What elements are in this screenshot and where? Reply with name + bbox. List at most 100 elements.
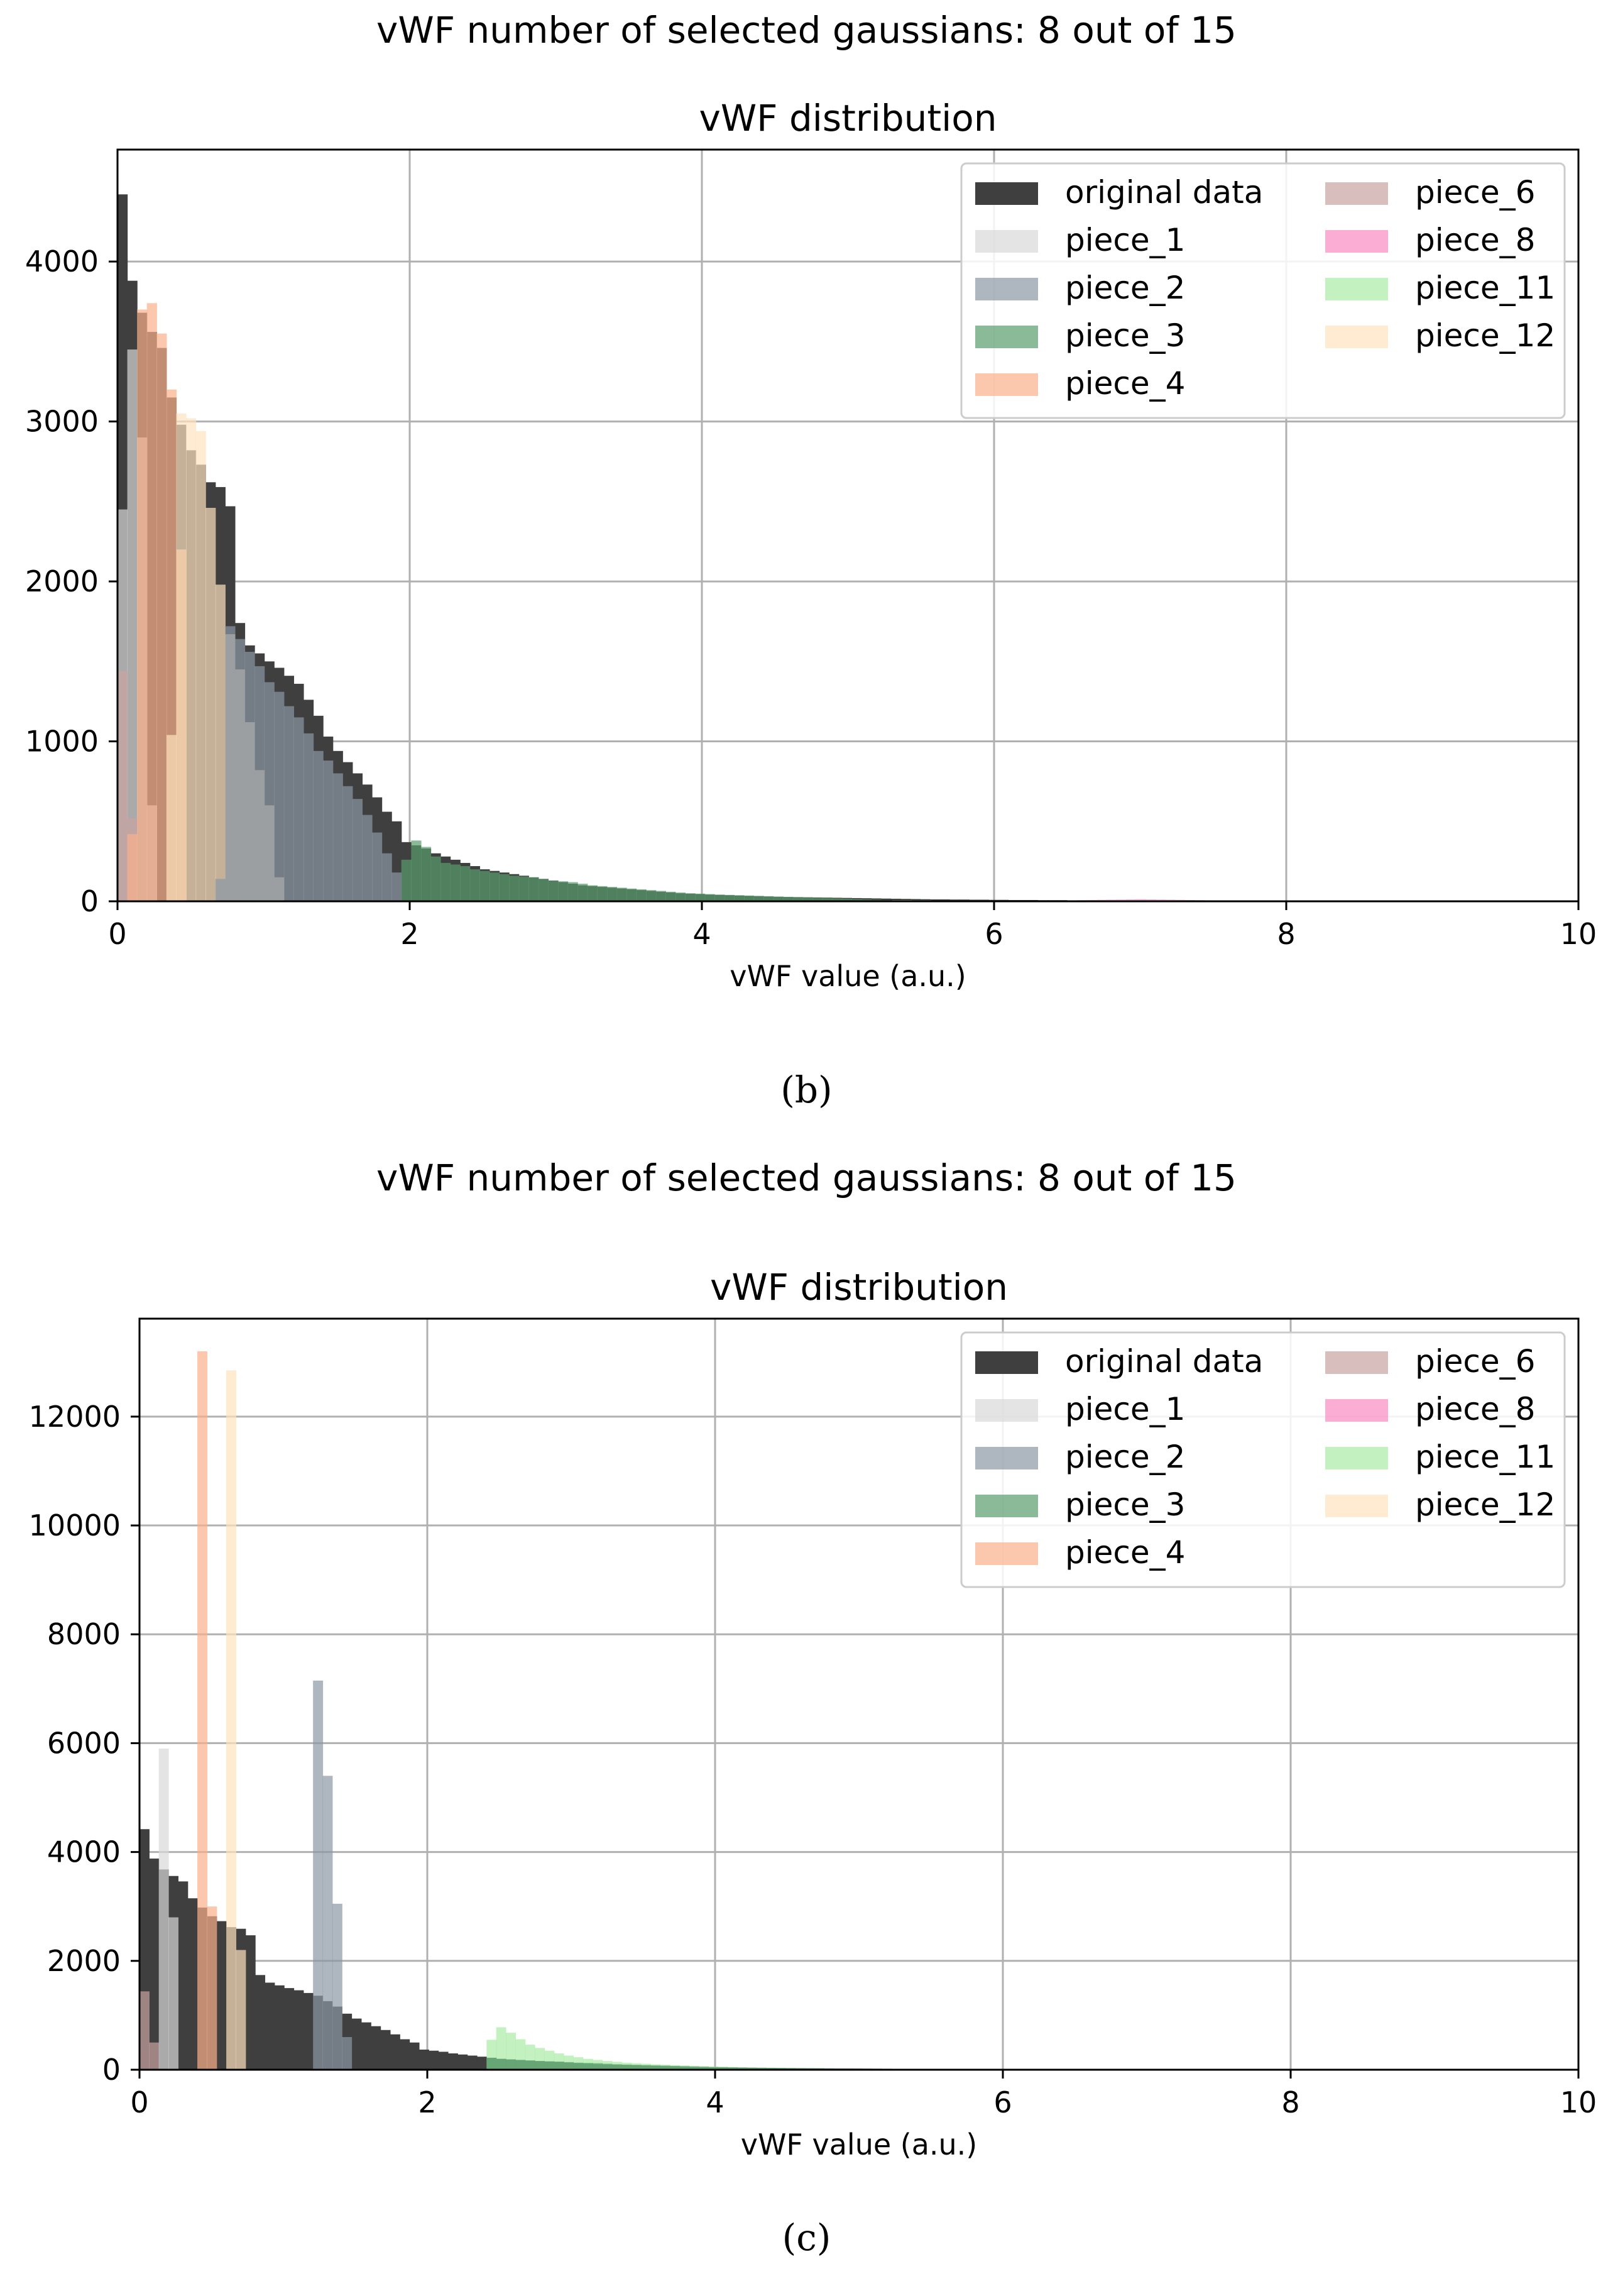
chart-title: vWF distribution [699,97,997,140]
histogram-bar [409,2042,420,2070]
histogram-bar [538,879,549,901]
panel-c-caption: (c) [782,2216,831,2259]
histogram-bar [743,895,755,901]
legend-swatch [1325,326,1388,348]
histogram-bar [496,2058,506,2070]
panel-c-suptitle: vWF number of selected gaussians: 8 out … [376,1156,1237,1199]
histogram-bar [766,2067,777,2070]
histogram-bar [606,887,618,901]
histogram-bar [646,890,657,901]
legend-label: piece_12 [1415,1486,1555,1523]
chart-title: vWF distribution [710,1266,1008,1309]
legend-item-piece-12: piece_12 [1325,317,1555,354]
legend-item-piece-3: piece_3 [975,1486,1185,1523]
legend-label: piece_4 [1065,365,1185,402]
histogram-bar [695,893,706,901]
histogram-bar [216,1921,227,2070]
y-tick-label: 0 [102,2053,121,2087]
histogram-bar [812,898,823,901]
histogram-bar [708,2067,719,2070]
legend-item-piece-6: piece_6 [1325,174,1535,211]
histogram-bar [689,2066,699,2070]
legend-label: original data [1065,174,1263,211]
histogram-bar [746,2067,757,2070]
histogram-bar [660,2065,670,2070]
histogram-bar [381,853,392,901]
legend-swatch [975,1495,1038,1517]
legend-box [960,162,1566,419]
histogram-bar [187,1898,198,2070]
histogram-bar [197,1351,208,2070]
legend-swatch [975,1399,1038,1422]
legend-label: piece_3 [1065,1486,1185,1523]
legend: original data piece_1 piece_2 piece_3 piece_… [960,162,1566,419]
legend-swatch [975,1447,1038,1469]
histogram-bar [773,896,784,901]
legend-swatch [1325,278,1388,300]
series-piece-6 [139,1991,160,2070]
legend-item-piece-6: piece_6 [1325,1343,1535,1380]
histogram-bar [255,1975,266,2070]
histogram-bar [322,1776,333,2070]
histogram-bar [548,880,559,901]
histogram-bar [753,896,764,901]
histogram-bar [303,1992,314,2070]
x-tick-label: 10 [1560,917,1597,951]
histogram-bar [587,885,598,901]
x-tick-label: 4 [692,917,711,951]
series-piece-4 [197,1351,217,2070]
legend-label: piece_11 [1415,270,1555,306]
histogram-bar [139,1991,150,2070]
histogram-bar [631,2065,642,2070]
y-tick-label: 1000 [25,725,99,759]
histogram-bar [557,881,569,901]
legend-label: piece_1 [1065,222,1185,258]
histogram-bar [450,864,461,901]
x-tick-label: 8 [1277,917,1295,951]
series-piece-12 [226,1370,246,2070]
histogram-bar [509,876,520,901]
legend-swatch [1325,182,1388,205]
histogram-bar [447,2053,458,2070]
figure-panel-c: vWF number of selected gaussians: 8 out … [0,1148,1613,2296]
histogram-bar [851,899,862,901]
histogram-bar [567,882,578,901]
histogram-bar [168,1917,178,2070]
histogram-bar [564,2062,574,2070]
histogram-bar [640,2065,651,2070]
histogram-bar [675,893,686,901]
plot-frame [138,1317,1580,2071]
histogram-bar [361,2022,371,2070]
histogram-bar [734,895,745,901]
y-tick-label: 0 [80,884,99,918]
legend-item-piece-1: piece_1 [975,1391,1185,1427]
histogram-bar [149,1859,160,2070]
histogram-bar [698,2067,709,2070]
figure-panel-b: vWF number of selected gaussians: 8 out … [25,9,1597,1111]
histogram-bar [178,1881,189,2070]
histogram-bar [544,2061,555,2070]
histogram-bar [215,585,226,901]
histogram-bar [371,2026,381,2070]
histogram-bar [234,639,246,901]
series-piece-2 [313,1680,353,2070]
histogram-bar [293,717,304,901]
legend-swatch [1325,1447,1388,1469]
histogram-bar [621,2064,632,2070]
legend-box [960,1331,1566,1588]
legend-item-piece-3: piece_3 [975,317,1185,354]
histogram-bar [274,691,285,901]
histogram-bar [486,2057,497,2070]
histogram-bar [636,889,647,901]
legend-item-piece-4: piece_4 [975,365,1185,402]
series-piece-3 [401,840,892,901]
legend-item-piece-12: piece_12 [1325,1486,1555,1523]
histogram-bar [783,896,794,901]
histogram-bar [127,349,138,901]
histogram-bar [225,626,236,901]
legend-swatch [975,230,1038,253]
legend-item-original-data: original data [975,174,1263,211]
series-piece-2 [215,626,402,901]
plot-frame [116,148,1580,903]
histogram-bar [506,2059,516,2070]
